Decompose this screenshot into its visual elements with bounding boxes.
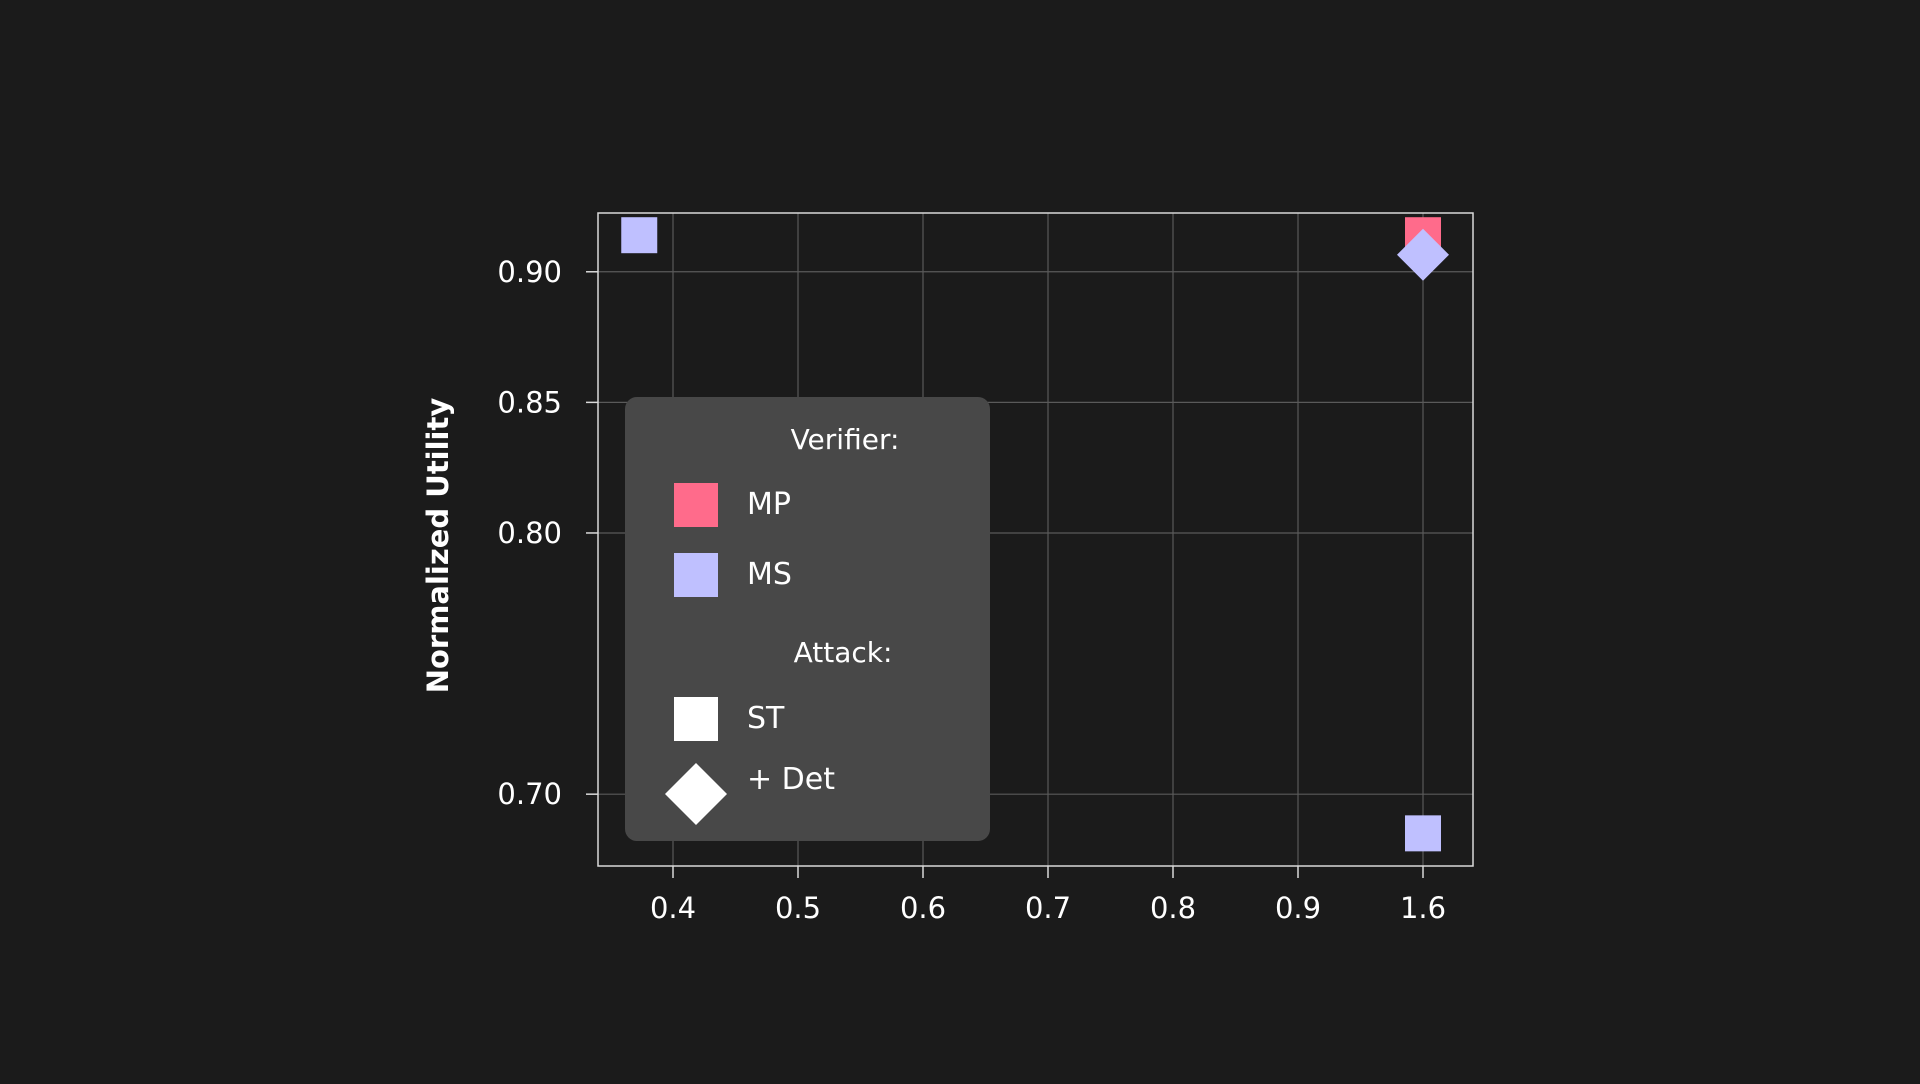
legend-marker-diamond: [665, 763, 727, 825]
plot-frame: [597, 212, 1474, 867]
legend-attack-title: Attack:: [794, 636, 893, 669]
legend-label-mp: MP: [747, 487, 791, 522]
y-axis: 0.70 0.80 0.85 0.90: [497, 255, 598, 811]
x-tick-label: 0.7: [1025, 891, 1071, 925]
y-tick-label: 0.85: [497, 385, 562, 419]
y-tick-label: 0.80: [497, 516, 562, 550]
data-points: [621, 217, 1449, 852]
x-axis: 0.4 0.5 0.6 0.7 0.8 0.9 1.6: [650, 866, 1446, 925]
x-tick-label: 0.5: [775, 891, 821, 925]
y-tick-label: 0.90: [497, 255, 562, 289]
x-tick-label: 0.6: [900, 891, 946, 925]
point-ms-diamond: [1397, 228, 1449, 281]
legend-swatch-ms: [674, 553, 718, 597]
grid: [598, 213, 1473, 866]
x-tick-label: 0.4: [650, 891, 696, 925]
x-tick-label: 1.6: [1400, 891, 1446, 925]
legend-label-st: ST: [747, 701, 785, 736]
legend-label-det: + Det: [747, 762, 835, 797]
y-tick-label: 0.70: [497, 777, 562, 811]
point-ms-square: [1405, 815, 1441, 852]
legend-marker-square: [674, 697, 718, 741]
y-axis-label: Normalized Utility: [421, 398, 455, 694]
x-tick-label: 0.9: [1275, 891, 1321, 925]
x-tick-label: 0.8: [1150, 891, 1196, 925]
point-ms-square: [621, 217, 658, 254]
legend-label-ms: MS: [747, 557, 792, 592]
legend-verifier-title: Verifier:: [791, 423, 900, 456]
legend-swatch-mp: [674, 483, 718, 527]
legend: Verifier: MP MS Attack: ST + Det: [625, 397, 990, 841]
